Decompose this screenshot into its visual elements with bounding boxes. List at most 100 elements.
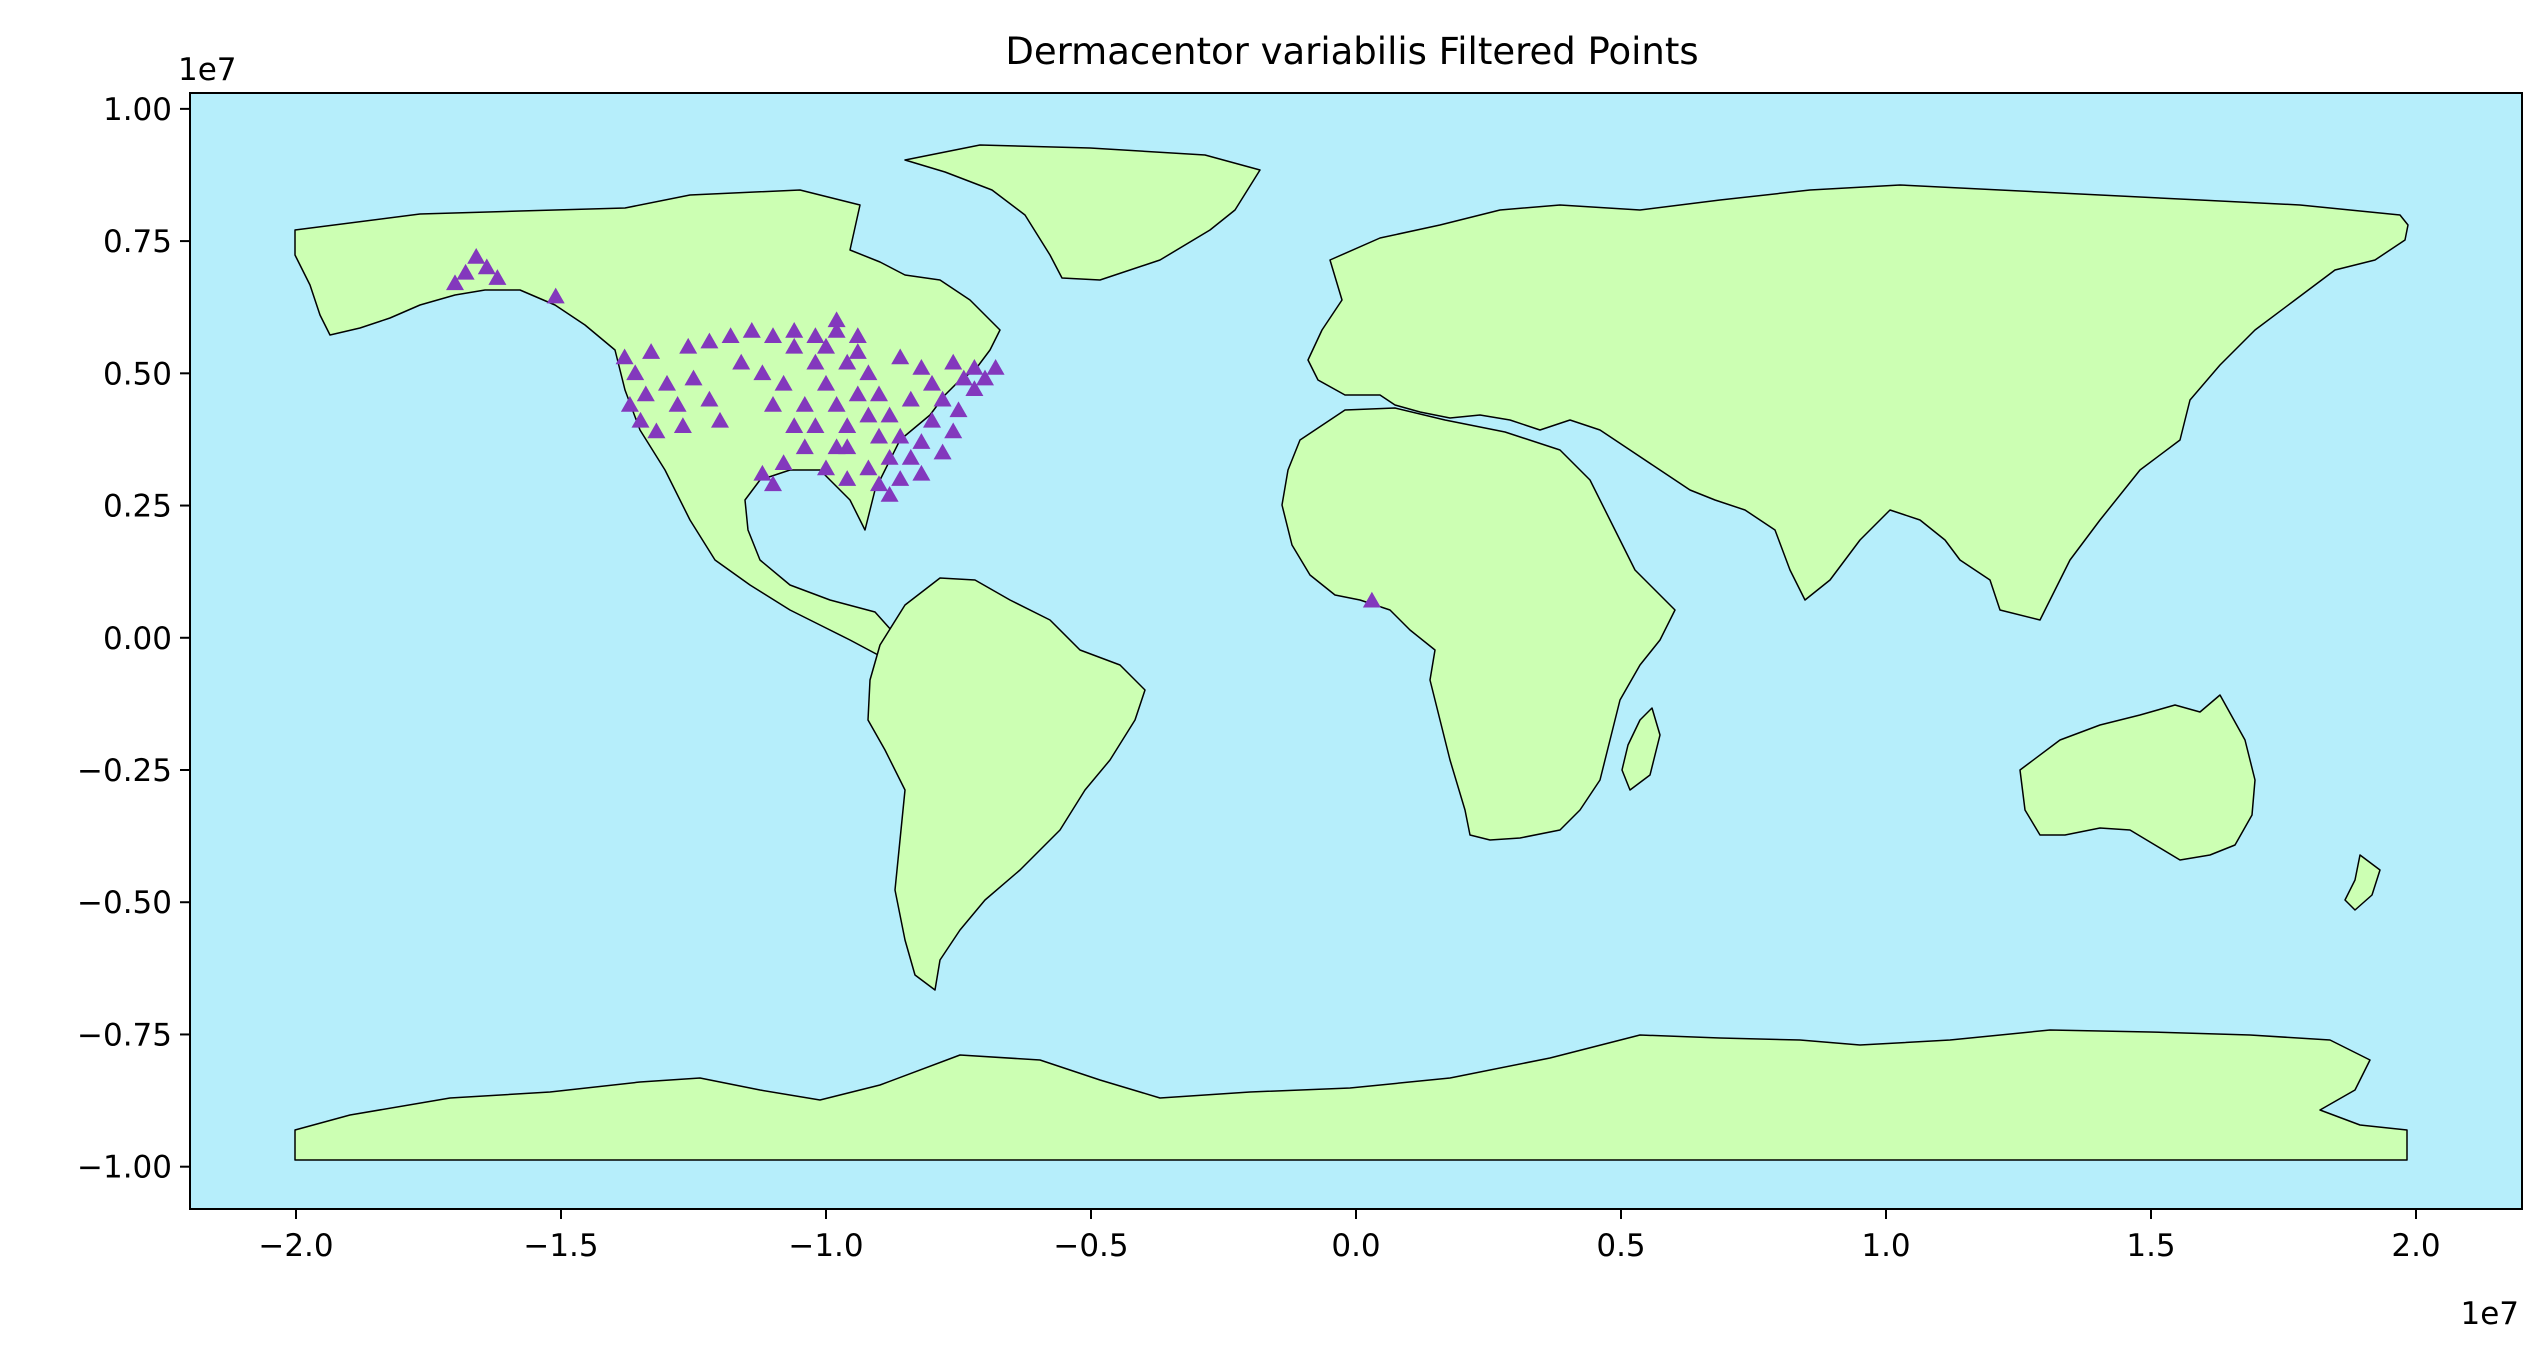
x-tick-label: 1.0 — [1861, 1228, 1910, 1264]
y-tick-label: 0.00 — [103, 621, 172, 657]
chart-title: Dermacentor variabilis Filtered Points — [1005, 30, 1698, 73]
occurrence-point — [923, 374, 941, 391]
occurrence-point — [880, 485, 899, 502]
occurrence-point — [838, 438, 857, 455]
occurrence-point — [944, 422, 963, 439]
occurrence-point — [806, 327, 825, 344]
occurrence-point — [1362, 591, 1381, 608]
occurrence-point — [933, 390, 952, 407]
occurrence-point — [546, 287, 565, 304]
occurrence-point — [933, 443, 952, 460]
x-tick-label: −1.5 — [523, 1228, 598, 1264]
land-madagascar — [1621, 707, 1661, 791]
occurrence-point — [785, 337, 804, 354]
occurrence-point — [870, 427, 888, 444]
occurrence-point — [827, 311, 846, 328]
x-tick-label: −0.5 — [1053, 1228, 1128, 1264]
occurrence-point — [742, 322, 761, 338]
land-eurasia — [1307, 184, 2409, 621]
y-tick-label: 0.50 — [103, 356, 172, 392]
occurrence-point — [684, 369, 703, 386]
occurrence-point — [615, 348, 634, 365]
occurrence-point — [859, 364, 878, 381]
x-tick-label: 2.0 — [2391, 1228, 2440, 1264]
x-tick-label: 0.5 — [1596, 1228, 1645, 1264]
x-tick-label: −1.0 — [788, 1228, 863, 1264]
y-tick-label: −0.25 — [77, 753, 172, 789]
occurrence-point — [848, 327, 867, 344]
occurrence-point — [912, 433, 931, 449]
occurrence-point — [620, 396, 639, 412]
occurrence-point — [880, 448, 899, 465]
x-tick-label: 0.0 — [1331, 1228, 1380, 1264]
occurrence-point — [636, 385, 655, 402]
occurrence-point — [901, 448, 920, 465]
occurrence-point — [647, 422, 666, 439]
occurrence-point — [673, 417, 692, 433]
plot-area — [189, 92, 2523, 1210]
x-axis: −2.0 −1.5 −1.0 −0.5 0.0 0.5 1.0 1.5 2.0 — [258, 1209, 2441, 1264]
data-points — [446, 247, 1381, 608]
land-new-zealand — [2344, 854, 2381, 911]
y-axis: 1.00 0.75 0.50 0.25 0.00 −0.25 −0.50 −0.75 −1.00 — [77, 92, 190, 1186]
y-axis-offset-label: 1e7 — [178, 52, 237, 88]
occurrence-point — [467, 247, 486, 264]
occurrence-point — [949, 401, 968, 418]
occurrence-point — [732, 353, 751, 370]
occurrence-point — [679, 337, 698, 354]
occurrence-point — [817, 337, 835, 354]
occurrence-point — [721, 327, 740, 344]
occurrence-point — [700, 332, 719, 349]
y-tick-label: 0.75 — [103, 224, 172, 260]
occurrence-point — [785, 417, 804, 433]
occurrence-point — [642, 343, 661, 359]
occurrence-point — [870, 475, 888, 492]
occurrence-point — [795, 438, 814, 455]
occurrence-point — [817, 374, 835, 391]
y-tick-label: 0.25 — [103, 489, 172, 525]
occurrence-point — [912, 359, 931, 375]
occurrence-point — [488, 269, 507, 285]
occurrence-point — [764, 396, 782, 412]
occurrence-point — [986, 359, 1005, 375]
occurrence-point — [753, 364, 772, 381]
land-antarctica — [294, 1029, 2408, 1161]
occurrence-point — [827, 322, 846, 338]
occurrence-point — [631, 411, 650, 428]
occurrence-point — [954, 369, 973, 386]
occurrence-point — [838, 353, 857, 370]
occurrence-point — [477, 258, 496, 275]
occurrence-point — [774, 454, 793, 470]
occurrence-point — [912, 464, 931, 481]
occurrence-point — [795, 396, 814, 412]
occurrence-point — [456, 263, 475, 280]
occurrence-point — [785, 322, 804, 338]
occurrence-point — [700, 390, 719, 407]
occurrence-point — [923, 411, 941, 428]
x-tick-label: −2.0 — [258, 1228, 333, 1264]
land-australia — [2019, 694, 2256, 861]
occurrence-point — [848, 343, 867, 359]
y-tick-label: 1.00 — [103, 92, 172, 128]
x-axis-offset-label: 1e7 — [2460, 1296, 2519, 1332]
occurrence-point — [838, 470, 857, 486]
occurrence-point — [626, 364, 645, 381]
occurrence-point — [891, 348, 910, 365]
y-tick-label: −1.00 — [77, 1150, 172, 1186]
land-greenland — [904, 144, 1261, 281]
occurrence-point — [901, 390, 920, 407]
occurrence-point — [944, 353, 963, 370]
occurrence-point — [880, 406, 899, 423]
y-tick-label: −0.75 — [77, 1017, 172, 1053]
occurrence-point — [965, 359, 984, 375]
occurrence-point — [965, 380, 984, 396]
occurrence-point — [859, 459, 878, 476]
occurrence-point — [859, 406, 878, 423]
occurrence-point — [668, 396, 687, 412]
occurrence-point — [806, 353, 825, 370]
land-africa — [1281, 407, 1676, 841]
occurrence-point — [827, 396, 846, 412]
occurrence-point — [711, 411, 729, 428]
occurrence-point — [870, 385, 888, 402]
